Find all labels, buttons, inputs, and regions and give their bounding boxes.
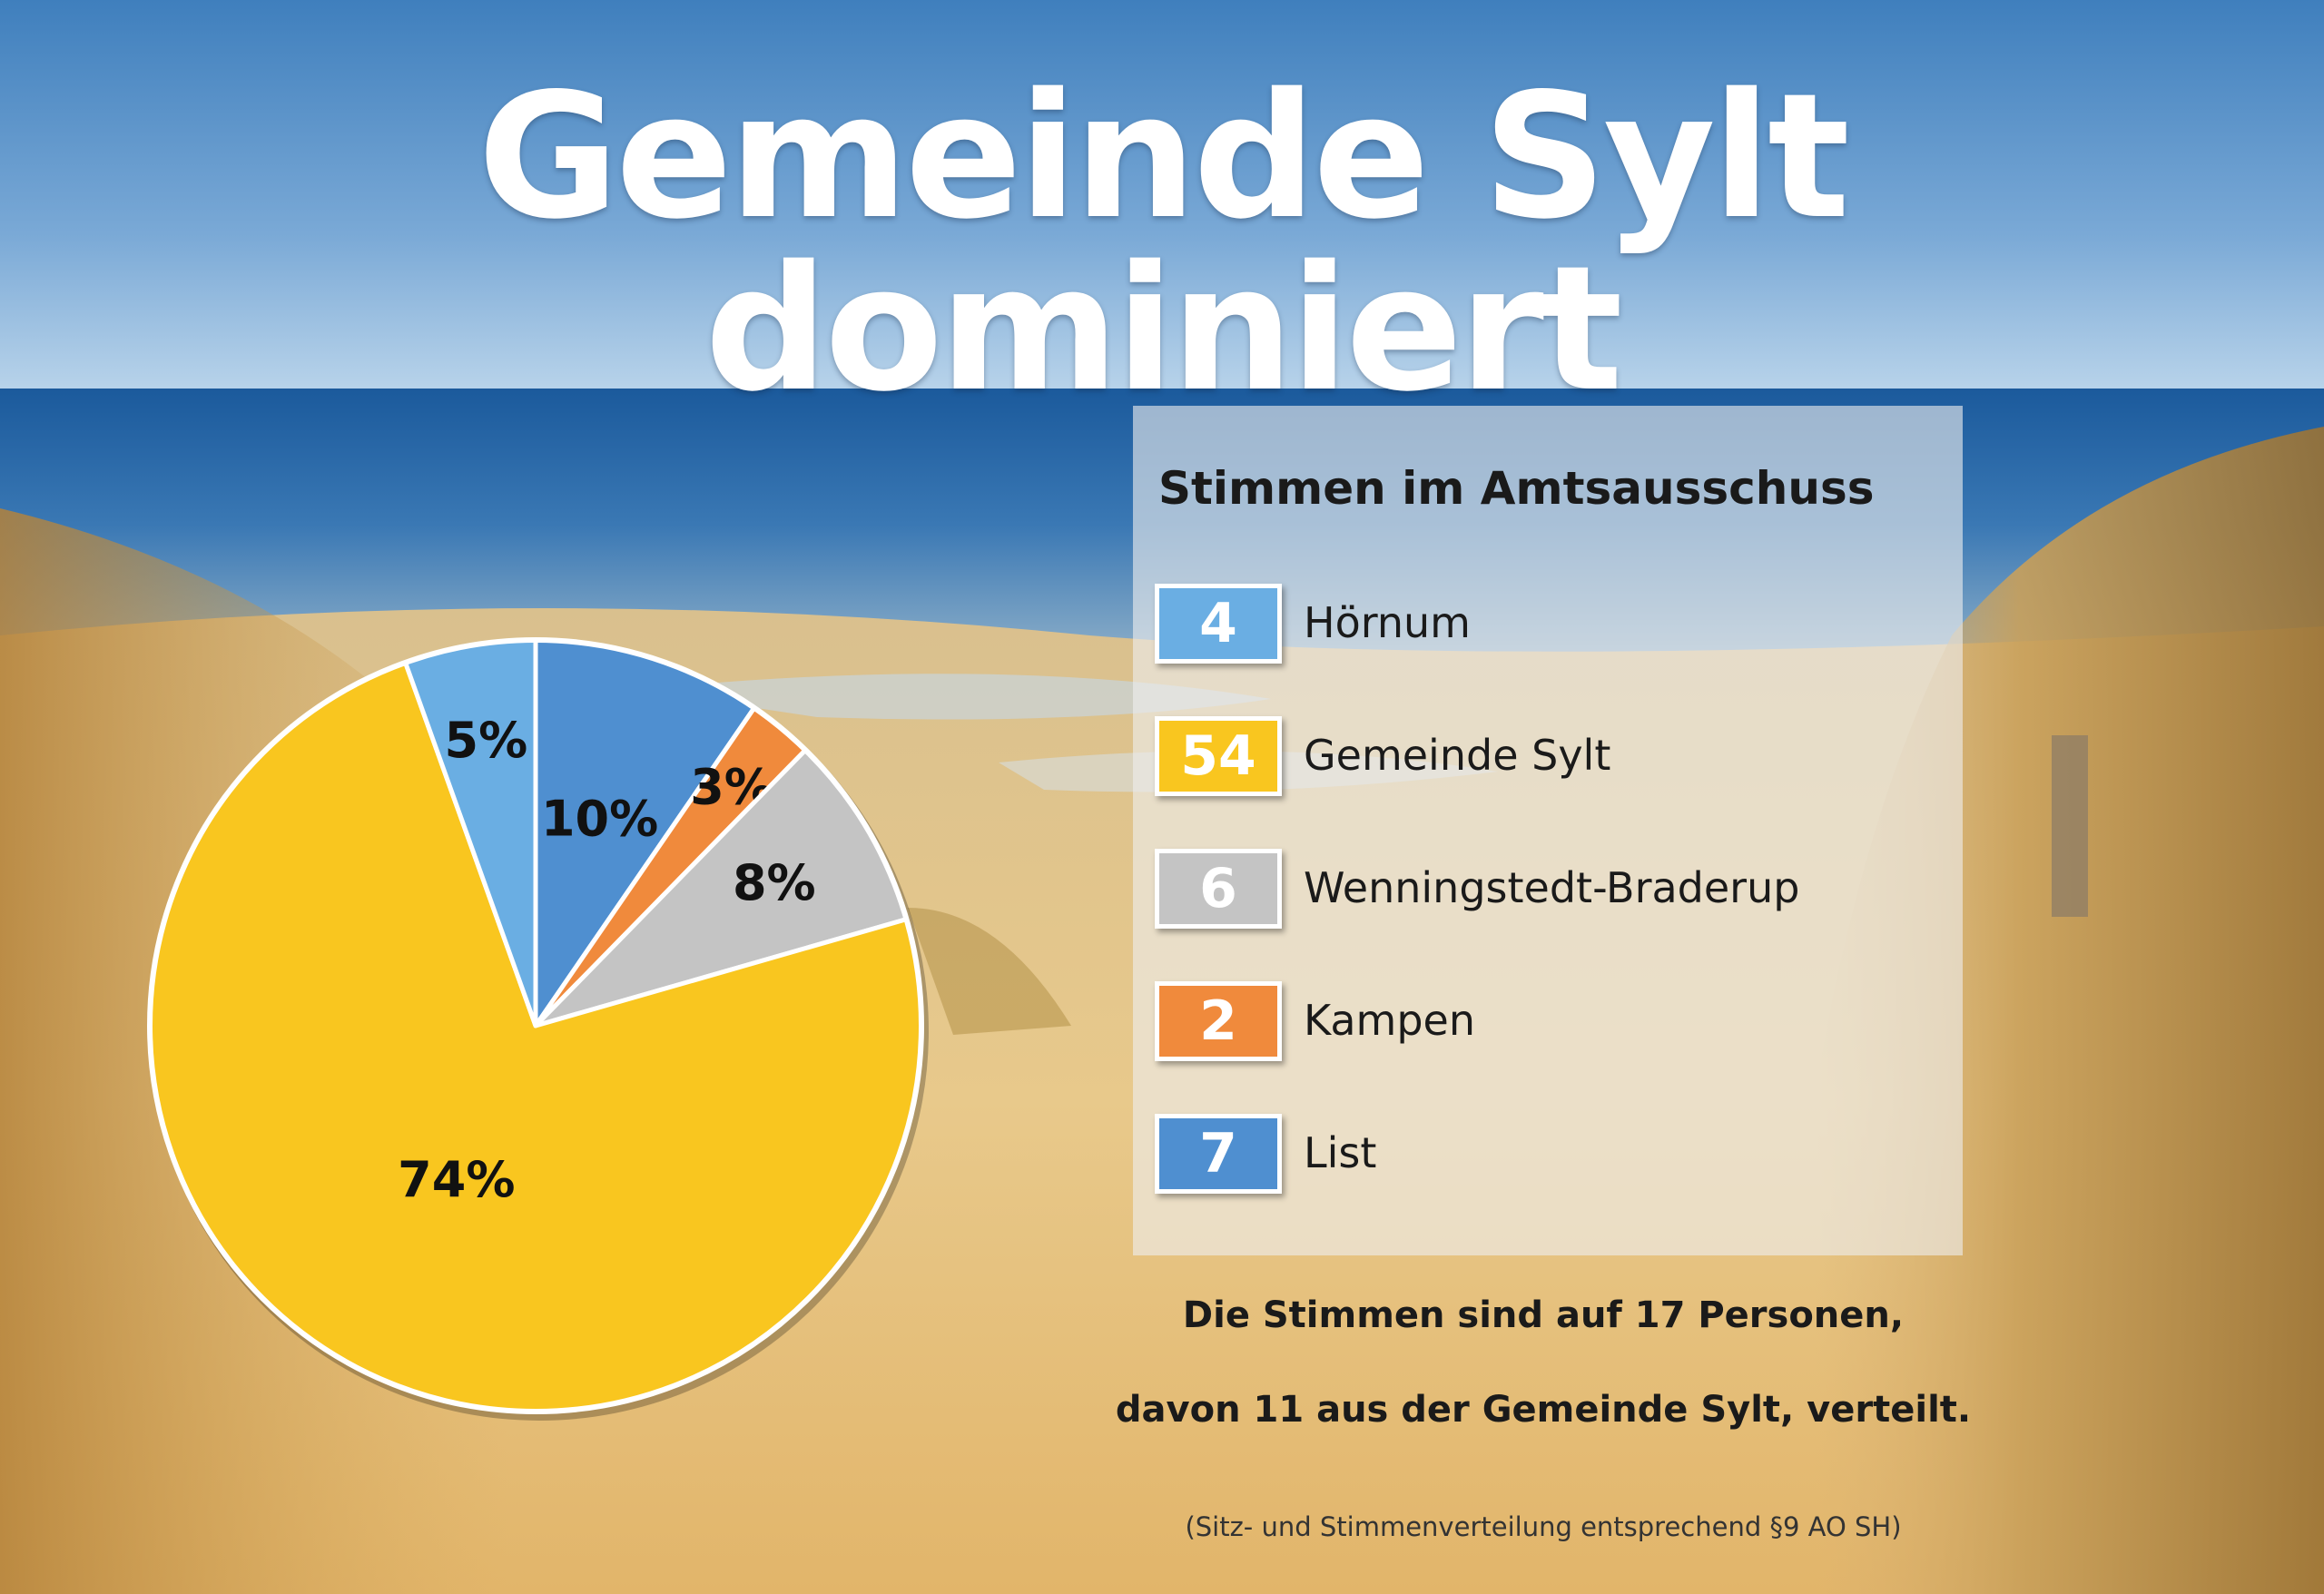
legend-swatch: 2 bbox=[1155, 981, 1282, 1061]
legend-label: Gemeinde Sylt bbox=[1304, 731, 1611, 780]
pie-outline bbox=[147, 637, 924, 1414]
pie-data-label: 74% bbox=[398, 1151, 515, 1208]
legend-label: Wenningstedt-Braderup bbox=[1304, 863, 1800, 912]
legend-label: List bbox=[1304, 1128, 1377, 1177]
pie-data-label: 5% bbox=[445, 712, 528, 769]
note-line-1: Die Stimmen sind auf 17 Personen, bbox=[1182, 1294, 1905, 1336]
legend-label: Hörnum bbox=[1304, 598, 1471, 647]
legend-swatch: 7 bbox=[1155, 1114, 1282, 1194]
pie-data-label: 10% bbox=[541, 791, 658, 848]
legend-title: Stimmen im Amtsausschuss bbox=[1158, 462, 1875, 515]
legend-panel: Stimmen im Amtsausschuss 4 Hörnum 54 Gem… bbox=[1133, 406, 1963, 1255]
page-title: Gemeinde Sylt dominiert bbox=[478, 56, 1850, 429]
pie-data-label: 8% bbox=[733, 854, 816, 911]
legend-swatch: 6 bbox=[1155, 849, 1282, 929]
legend-swatch: 54 bbox=[1155, 716, 1282, 796]
note-line-2: davon 11 aus der Gemeinde Sylt, verteilt… bbox=[1115, 1389, 1972, 1431]
source-note: (Sitz- und Stimmenverteilung entsprechen… bbox=[1185, 1511, 1902, 1542]
legend-label: Kampen bbox=[1304, 996, 1476, 1045]
legend-swatch: 4 bbox=[1155, 584, 1282, 664]
pie-chart: 10%3%8%74%5% bbox=[147, 637, 929, 1421]
